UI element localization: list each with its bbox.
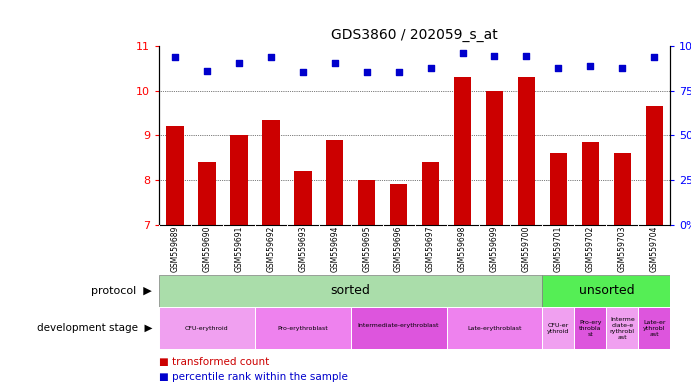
Text: CFU-erythroid: CFU-erythroid <box>185 326 229 331</box>
Bar <box>645 106 663 225</box>
Bar <box>350 307 446 349</box>
Text: Late-erythroblast: Late-erythroblast <box>467 326 522 331</box>
Text: GSM559704: GSM559704 <box>650 226 659 272</box>
Text: GSM559698: GSM559698 <box>458 226 467 272</box>
Point <box>265 54 276 60</box>
Point <box>297 69 308 75</box>
Bar <box>159 307 255 349</box>
Text: Pro-erythroblast: Pro-erythroblast <box>277 326 328 331</box>
Bar <box>574 307 606 349</box>
Text: GSM559697: GSM559697 <box>426 226 435 272</box>
Text: GSM559696: GSM559696 <box>394 226 403 272</box>
Text: GSM559701: GSM559701 <box>554 226 563 272</box>
Text: GSM559699: GSM559699 <box>490 226 499 272</box>
Bar <box>446 307 542 349</box>
Text: Late-er
ythrobl
ast: Late-er ythrobl ast <box>643 320 665 337</box>
Point <box>617 65 628 71</box>
Text: protocol  ▶: protocol ▶ <box>91 286 152 296</box>
Bar <box>606 307 638 349</box>
Text: GSM559692: GSM559692 <box>266 226 275 272</box>
Bar <box>518 77 536 225</box>
Text: ■ transformed count: ■ transformed count <box>159 356 269 367</box>
Point <box>329 60 340 66</box>
Bar <box>230 136 247 225</box>
Text: development stage  ▶: development stage ▶ <box>37 323 152 333</box>
Bar <box>326 140 343 225</box>
Point <box>201 68 212 74</box>
Text: unsorted: unsorted <box>578 285 634 297</box>
Text: GSM559695: GSM559695 <box>362 226 371 272</box>
Text: GSM559690: GSM559690 <box>202 226 211 272</box>
Point <box>521 53 532 59</box>
Point <box>393 69 404 75</box>
Bar <box>549 153 567 225</box>
Text: GSM559691: GSM559691 <box>234 226 243 272</box>
Point <box>457 50 468 56</box>
Point <box>234 60 245 66</box>
Bar <box>542 307 574 349</box>
Bar <box>358 180 375 225</box>
Point <box>169 54 180 60</box>
Point <box>649 54 660 60</box>
Point <box>585 63 596 69</box>
Bar <box>255 307 350 349</box>
Text: GSM559703: GSM559703 <box>618 226 627 272</box>
Bar <box>614 153 631 225</box>
Bar <box>542 275 670 307</box>
Text: GSM559689: GSM559689 <box>171 226 180 272</box>
Bar <box>638 307 670 349</box>
Bar <box>159 275 542 307</box>
Text: Pro-ery
throbla
st: Pro-ery throbla st <box>579 320 602 337</box>
Bar <box>166 126 184 225</box>
Bar <box>198 162 216 225</box>
Title: GDS3860 / 202059_s_at: GDS3860 / 202059_s_at <box>331 28 498 42</box>
Text: Intermediate-erythroblast: Intermediate-erythroblast <box>358 323 439 334</box>
Point <box>489 53 500 59</box>
Bar <box>454 77 471 225</box>
Bar <box>582 142 599 225</box>
Text: sorted: sorted <box>331 285 370 297</box>
Text: GSM559694: GSM559694 <box>330 226 339 272</box>
Point <box>425 65 436 71</box>
Bar <box>422 162 439 225</box>
Point <box>553 65 564 71</box>
Text: GSM559702: GSM559702 <box>586 226 595 272</box>
Bar <box>486 91 503 225</box>
Bar <box>294 171 312 225</box>
Text: Interme
diate-e
rythrobl
ast: Interme diate-e rythrobl ast <box>610 317 635 339</box>
Bar <box>262 120 280 225</box>
Text: GSM559700: GSM559700 <box>522 226 531 272</box>
Text: ■ percentile rank within the sample: ■ percentile rank within the sample <box>159 372 348 382</box>
Text: CFU-er
ythroid: CFU-er ythroid <box>547 323 569 334</box>
Text: GSM559693: GSM559693 <box>299 226 307 272</box>
Point <box>361 69 372 75</box>
Bar <box>390 184 408 225</box>
